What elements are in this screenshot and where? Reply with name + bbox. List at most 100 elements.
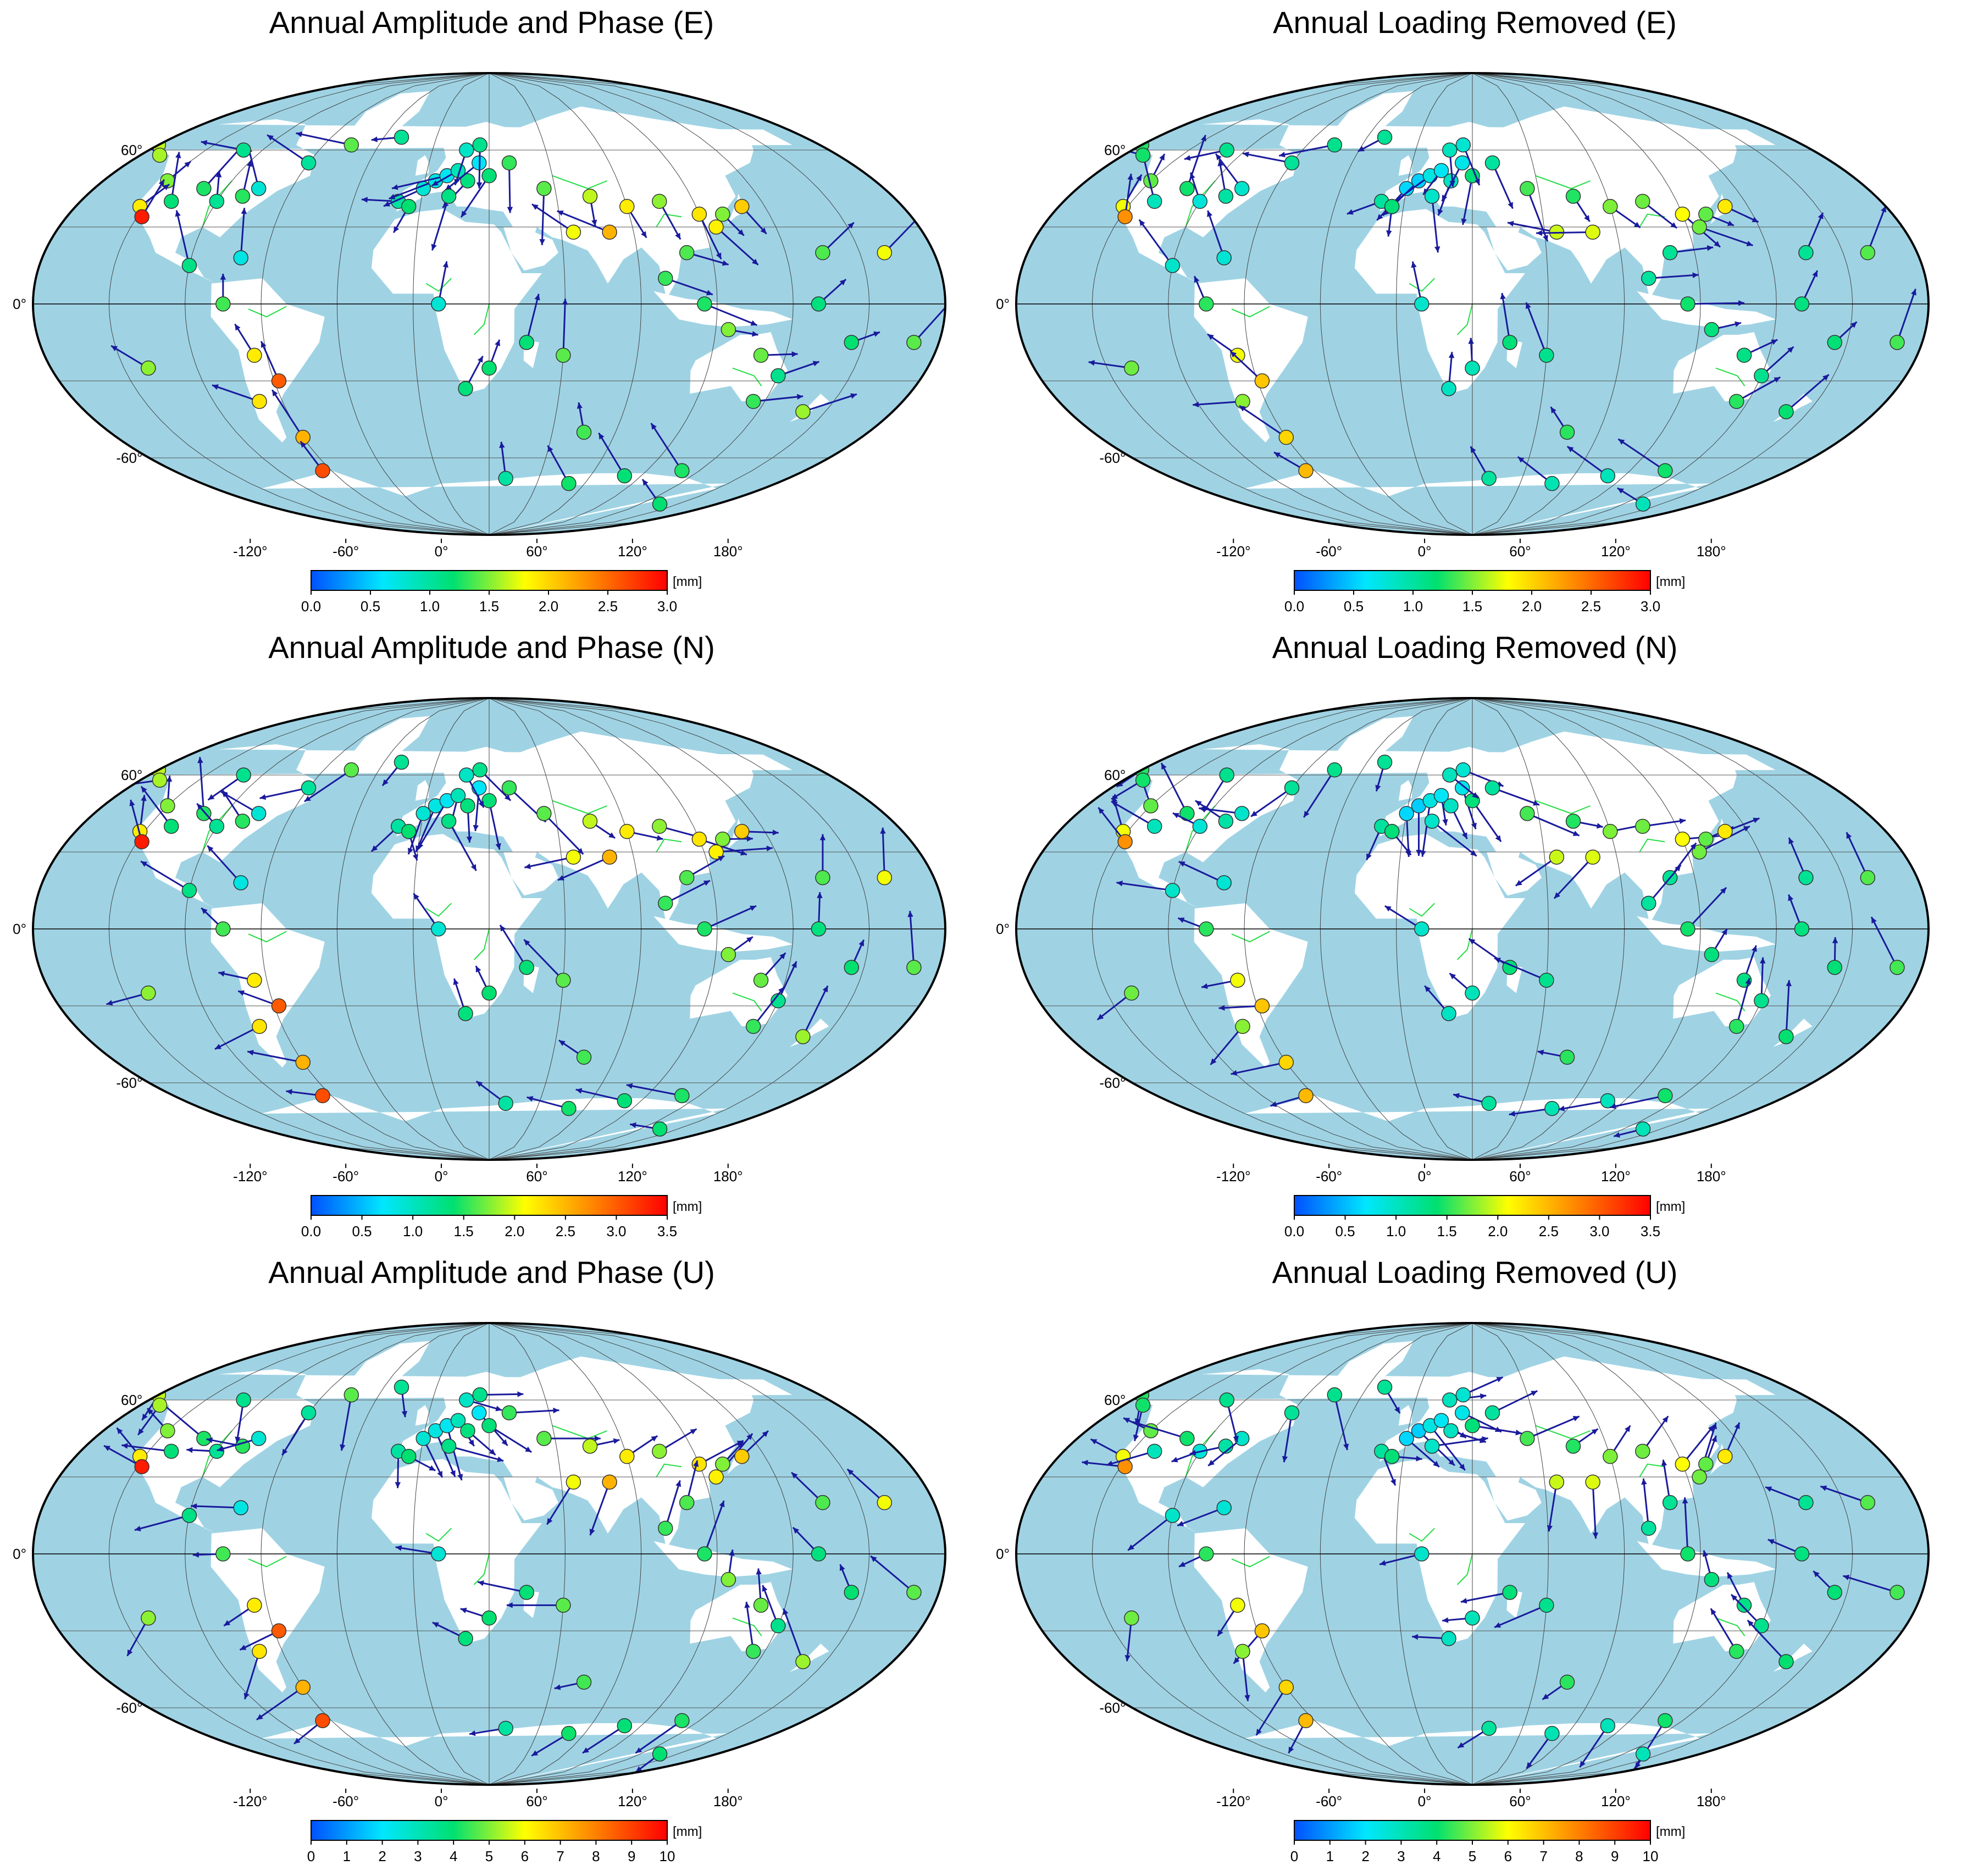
phase-arrow xyxy=(431,196,450,251)
phase-arrow xyxy=(1111,800,1155,827)
phase-arrow xyxy=(247,1050,303,1064)
arrow-head xyxy=(1661,1459,1667,1467)
arrow-head xyxy=(750,320,757,326)
station-marker xyxy=(1199,921,1214,937)
phase-arrow xyxy=(557,856,610,881)
phase-arrow xyxy=(699,838,747,856)
station-marker xyxy=(1298,1088,1314,1104)
station-marker xyxy=(679,245,695,261)
phase-arrow xyxy=(524,856,574,868)
station-marker xyxy=(1539,972,1554,988)
arrow-head xyxy=(340,1444,346,1451)
arrow-head xyxy=(495,1405,502,1412)
arrow-head xyxy=(476,1081,483,1087)
station-marker xyxy=(771,1618,786,1634)
arrow-head xyxy=(722,260,729,266)
arrow-head xyxy=(641,231,647,238)
arrow-head xyxy=(191,1503,197,1509)
station-marker xyxy=(753,347,769,363)
land-mass xyxy=(371,209,542,394)
land-mass xyxy=(396,1356,754,1549)
arrow-head xyxy=(547,445,553,452)
latitude-label: 60° xyxy=(121,1392,142,1408)
arrow-head xyxy=(880,827,886,834)
station-marker xyxy=(252,1643,267,1659)
station-marker xyxy=(1219,142,1234,158)
land-mass xyxy=(581,852,635,909)
arrow-head xyxy=(591,219,597,226)
arrow-head xyxy=(445,184,452,191)
land-mass xyxy=(396,731,754,924)
river xyxy=(732,1617,762,1636)
arrow-head xyxy=(1745,978,1751,985)
arrow-head xyxy=(1711,1435,1717,1442)
arrow-head xyxy=(371,136,378,142)
arrow-head xyxy=(1614,1132,1620,1138)
arrow-head xyxy=(1218,1005,1225,1011)
arrow-head xyxy=(1171,1457,1178,1463)
phase-arrow xyxy=(1471,800,1502,843)
land-mass xyxy=(1637,291,1776,327)
station-marker xyxy=(1424,189,1440,204)
phase-arrow xyxy=(1210,1026,1244,1066)
station-marker xyxy=(1704,1571,1720,1587)
phase-arrow xyxy=(1699,226,1753,246)
colorbar-tick-label: 10 xyxy=(660,1848,675,1864)
colorbar-tick-label: 1.5 xyxy=(1437,1223,1457,1239)
station-marker xyxy=(844,1585,860,1600)
colorbar-unit: [mm] xyxy=(1656,1199,1685,1214)
phase-arrow xyxy=(1132,1421,1188,1440)
station-marker xyxy=(1143,798,1159,814)
arrow-head xyxy=(577,848,584,855)
phase-arrow xyxy=(1507,222,1557,233)
station-marker xyxy=(236,142,251,158)
river xyxy=(1409,278,1435,292)
arrow-head xyxy=(495,339,501,346)
latitude-label: -60° xyxy=(116,1700,142,1716)
station-marker xyxy=(602,1474,617,1490)
station-marker xyxy=(271,373,287,389)
station-marker xyxy=(301,780,317,796)
phase-arrow xyxy=(448,821,477,871)
arrow-head xyxy=(1721,928,1727,936)
arrow-head xyxy=(766,845,773,851)
phase-arrow xyxy=(664,1480,681,1529)
station-marker xyxy=(1124,985,1139,1001)
river xyxy=(656,213,682,228)
station-marker xyxy=(815,870,830,886)
station-marker xyxy=(1794,921,1810,937)
land-mass xyxy=(415,780,429,801)
station-marker xyxy=(602,224,617,240)
panel-u-loading-removed: Annual Loading Removed (U) 60° 0° -60° -120… xyxy=(983,1250,1966,1875)
map-frame xyxy=(32,1322,946,1786)
latitude-label: 0° xyxy=(996,1546,1010,1562)
station-marker xyxy=(141,360,156,376)
arrow-head xyxy=(214,1044,221,1049)
arrow-head xyxy=(1760,957,1766,964)
panel-n-amplitude: Annual Amplitude and Phase (N) 60° 0° -60°… xyxy=(0,625,983,1250)
arrow-head xyxy=(1747,1620,1754,1627)
station-marker xyxy=(715,206,730,222)
arrow-head xyxy=(1774,377,1781,383)
station-marker xyxy=(1484,155,1500,171)
station-marker xyxy=(1794,1546,1810,1562)
station-marker xyxy=(1216,875,1232,890)
arrow-head xyxy=(1136,174,1142,181)
station-marker xyxy=(1698,1456,1714,1472)
station-marker xyxy=(481,793,497,809)
arrow-head xyxy=(224,1620,231,1626)
station-marker xyxy=(1179,181,1195,196)
station-marker xyxy=(315,1713,330,1729)
arrow-head xyxy=(1161,763,1167,770)
map-figure: 60° 0° -60° -120° -60° 0° 60° 120° 180° 0.0 0.5 1.0… xyxy=(13,72,946,615)
station-marker xyxy=(1675,1456,1691,1472)
arrow-head xyxy=(1846,832,1852,839)
arrow-head xyxy=(1727,220,1734,226)
station-marker xyxy=(394,129,409,145)
station-marker xyxy=(1455,137,1471,153)
station-marker xyxy=(459,767,474,783)
arrow-head xyxy=(858,939,865,947)
colorbar xyxy=(311,1820,668,1841)
longitude-label: 60° xyxy=(526,1793,547,1809)
arrow-head xyxy=(1818,212,1824,219)
